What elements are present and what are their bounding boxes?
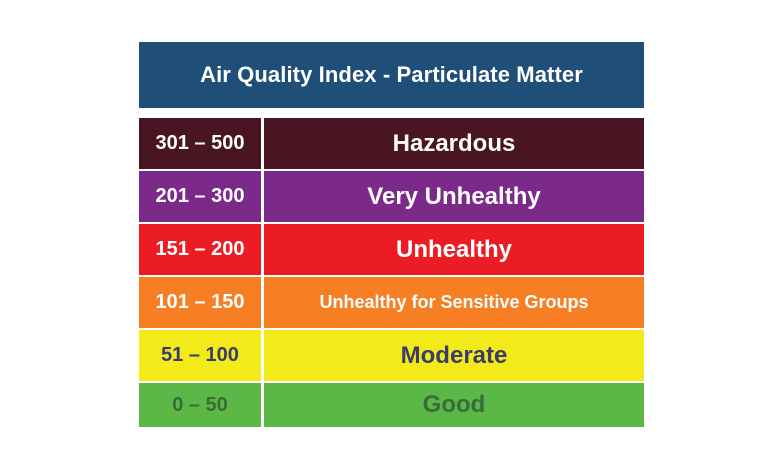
aqi-category: Very Unhealthy [264, 171, 644, 222]
aqi-category: Good [264, 383, 644, 427]
table-title: Air Quality Index - Particulate Matter [139, 42, 644, 108]
aqi-row-unhealthy: 151 – 200 Unhealthy [139, 224, 644, 277]
aqi-range: 0 – 50 [139, 383, 264, 427]
aqi-range: 101 – 150 [139, 277, 264, 328]
aqi-range: 201 – 300 [139, 171, 264, 222]
aqi-category: Hazardous [264, 118, 644, 169]
aqi-row-hazardous: 301 – 500 Hazardous [139, 118, 644, 171]
aqi-range: 151 – 200 [139, 224, 264, 275]
aqi-range: 301 – 500 [139, 118, 264, 169]
aqi-row-sensitive-groups: 101 – 150 Unhealthy for Sensitive Groups [139, 277, 644, 330]
aqi-row-very-unhealthy: 201 – 300 Very Unhealthy [139, 171, 644, 224]
aqi-table: Air Quality Index - Particulate Matter 3… [139, 42, 644, 427]
aqi-category: Moderate [264, 330, 644, 381]
title-gap [139, 108, 644, 118]
aqi-row-moderate: 51 – 100 Moderate [139, 330, 644, 383]
aqi-range: 51 – 100 [139, 330, 264, 381]
aqi-category: Unhealthy [264, 224, 644, 275]
aqi-row-good: 0 – 50 Good [139, 383, 644, 427]
aqi-category: Unhealthy for Sensitive Groups [264, 277, 644, 328]
